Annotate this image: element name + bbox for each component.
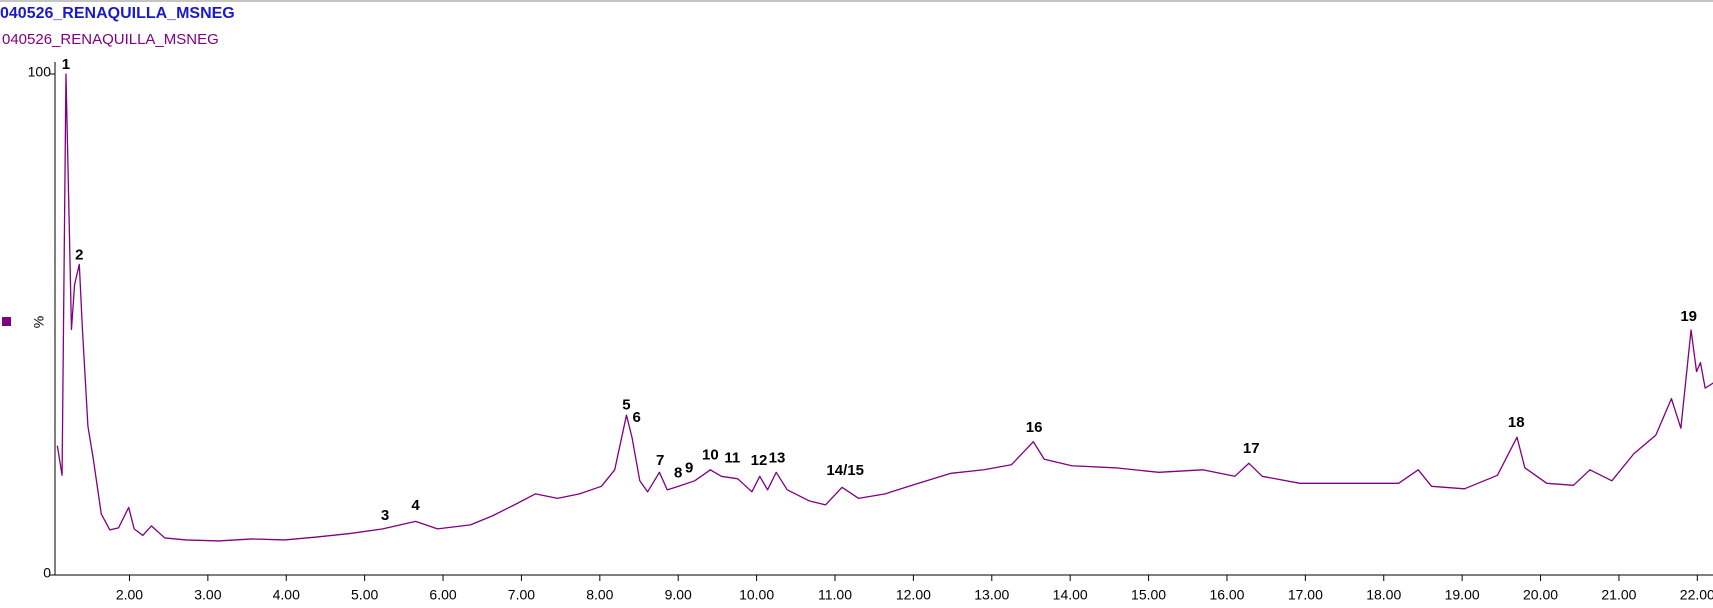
peak-label: 6 [633,409,641,426]
peak-label: 11 [724,449,740,466]
x-tick-label: 22.00 [1680,587,1713,603]
peak-label: 7 [656,452,664,469]
peak-label: 13 [769,449,786,466]
peak-label: 9 [685,459,693,476]
x-tick-label: 4.00 [273,587,300,603]
trace-marker [2,317,11,326]
peak-label: 12 [751,452,768,469]
peak-label: 17 [1243,440,1260,457]
peak-label: 3 [381,507,389,524]
x-tick-label: 11.00 [818,587,852,603]
peak-label: 16 [1026,419,1043,436]
y-tick-label: 0 [43,565,51,581]
trace-line [56,73,1713,542]
x-tick-label: 6.00 [429,587,456,603]
peak-label: 5 [622,397,630,414]
x-tick-label: 13.00 [974,587,1009,603]
peak-label: 1 [62,56,70,73]
x-tick-label: 7.00 [508,587,535,603]
x-tick-label: 15.00 [1131,587,1166,603]
peak-label: 10 [702,447,719,464]
x-tick-label: 3.00 [194,587,221,603]
chart-subtitle: 040526_RENAQUILLA_MSNEG [2,31,219,48]
x-tick-label: 20.00 [1523,587,1558,603]
x-tick-label: 21.00 [1601,587,1636,603]
x-tick-label: 2.00 [116,587,143,603]
x-tick-label: 18.00 [1366,587,1401,603]
x-tick-label: 19.00 [1445,587,1480,603]
peak-label: 14/15 [826,462,864,479]
x-tick-label: 14.00 [1053,587,1088,603]
x-tick-label: 10.00 [739,587,774,603]
peak-label: 19 [1680,308,1697,325]
chart-title: 040526_RENAQUILLA_MSNEG [0,5,235,22]
peak-label: 18 [1508,414,1525,431]
x-tick-label: 9.00 [665,587,692,603]
peak-label: 8 [674,464,682,481]
peak-label: 4 [411,497,420,514]
y-axis-label: % [31,316,47,328]
y-tick-label: 100 [28,64,52,80]
x-tick-label: 12.00 [896,587,931,603]
peak-label: 2 [75,246,83,263]
x-tick-label: 17.00 [1288,587,1323,603]
x-tick-label: 5.00 [351,587,378,603]
x-tick-label: 8.00 [586,587,613,603]
x-tick-label: 16.00 [1209,587,1244,603]
